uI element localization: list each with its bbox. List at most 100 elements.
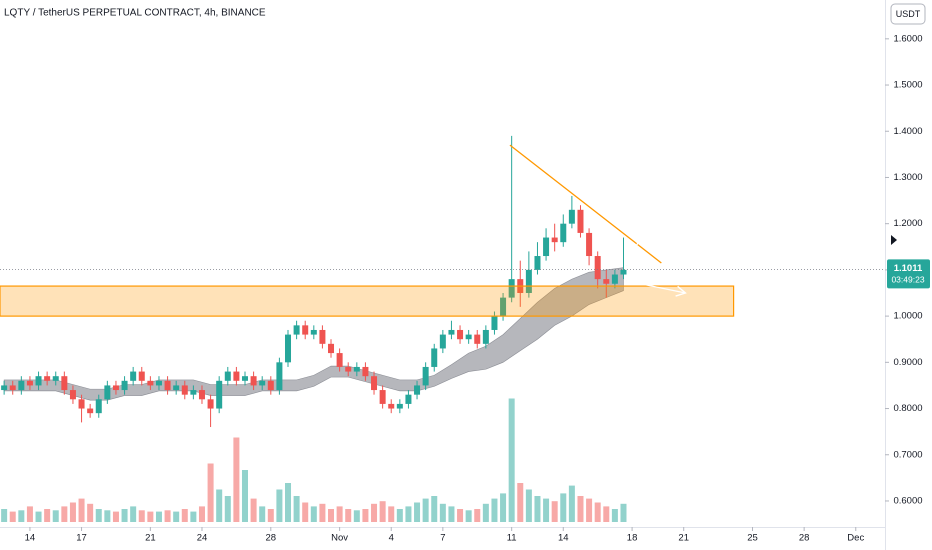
candle-body xyxy=(396,403,403,409)
candle-body xyxy=(9,385,16,391)
volume-bar xyxy=(500,493,507,522)
support-zone xyxy=(0,285,735,317)
volume-bar xyxy=(491,498,498,522)
volume-bar xyxy=(224,496,231,522)
candle-body xyxy=(198,390,205,400)
volume-bar xyxy=(551,501,558,522)
x-tick-label: 24 xyxy=(197,533,208,544)
candle-body xyxy=(482,329,489,344)
candle-body xyxy=(78,399,85,409)
x-tick-label: 4 xyxy=(389,533,394,544)
arrow-up xyxy=(626,23,746,266)
volume-bar xyxy=(474,509,481,522)
volume-bar xyxy=(611,509,618,522)
volume-bar xyxy=(336,506,343,522)
volume-layer xyxy=(1,398,627,522)
volume-bar xyxy=(78,498,85,522)
y-tick-label: 0.7000 xyxy=(893,449,922,460)
arrow-right xyxy=(626,280,687,297)
volume-bar xyxy=(534,496,541,522)
x-tick-label: Nov xyxy=(331,533,348,544)
volume-bar xyxy=(310,506,317,522)
chart-title: LQTY / TetherUS PERPETUAL CONTRACT, 4h, … xyxy=(4,8,266,19)
candle-body xyxy=(439,334,446,349)
volume-bar xyxy=(465,510,472,522)
x-tick-label: Dec xyxy=(847,533,864,544)
volume-bar xyxy=(104,510,111,522)
candle-body xyxy=(121,380,128,391)
volume-bar xyxy=(112,511,119,522)
candle-layer xyxy=(1,135,627,428)
candle-body xyxy=(422,366,429,386)
x-tick-label: 18 xyxy=(627,533,638,544)
volume-bar xyxy=(302,502,309,522)
candle-body xyxy=(448,329,455,335)
candle-body xyxy=(603,279,610,284)
candle-body xyxy=(95,399,102,414)
drawing-layer xyxy=(0,23,885,317)
candle-body xyxy=(345,366,352,372)
volume-bar xyxy=(190,511,197,522)
candle-body xyxy=(250,376,257,386)
volume-bar xyxy=(250,498,257,522)
volume-bar xyxy=(138,510,145,522)
candle-body xyxy=(1,385,8,391)
x-tick-label: 21 xyxy=(145,533,156,544)
volume-bar xyxy=(276,489,283,522)
candle-body xyxy=(87,408,94,414)
volume-bar xyxy=(353,510,360,522)
volume-bar xyxy=(362,509,369,522)
volume-bar xyxy=(577,496,584,522)
candle-body xyxy=(26,380,33,386)
last-price-box xyxy=(887,259,930,289)
volume-bar xyxy=(233,437,240,522)
candle-body xyxy=(328,343,335,354)
volume-bar xyxy=(328,509,335,522)
x-tick-label: 11 xyxy=(507,533,517,544)
volume-bar xyxy=(198,506,205,522)
volume-bar xyxy=(147,511,154,522)
volume-bar xyxy=(457,509,464,522)
trendline xyxy=(509,144,662,264)
candle-body xyxy=(293,325,300,335)
candle-body xyxy=(534,256,541,270)
candle-body xyxy=(414,385,421,395)
volume-bar xyxy=(603,506,610,522)
currency-label[interactable]: USDT xyxy=(896,9,921,19)
y-tick-label: 1.6000 xyxy=(893,33,922,44)
y-tick-label: 0.6000 xyxy=(893,495,922,506)
currency-box[interactable] xyxy=(890,3,926,25)
candle-body xyxy=(500,297,507,317)
y-tick-label: 0.9000 xyxy=(893,357,922,368)
volume-bar xyxy=(293,496,300,522)
candle-body xyxy=(130,371,137,381)
volume-bar xyxy=(431,496,438,522)
candle-body xyxy=(112,385,119,391)
candle-body xyxy=(173,385,180,391)
volume-bar xyxy=(517,483,524,522)
candle-body xyxy=(543,237,550,257)
volume-bar xyxy=(155,511,162,522)
volume-bar xyxy=(61,506,68,522)
candle-body xyxy=(302,325,309,335)
candle-body xyxy=(551,237,558,243)
y-tick-label: 1.4000 xyxy=(893,126,922,137)
y-tick-label: 1.5000 xyxy=(893,80,922,91)
x-tick-label: 28 xyxy=(266,533,277,544)
candle-body xyxy=(233,371,240,381)
candle-body xyxy=(405,394,412,404)
volume-bar xyxy=(1,509,8,522)
volume-bar xyxy=(371,503,378,522)
x-tick-label: 17 xyxy=(76,533,87,544)
volume-bar xyxy=(345,509,352,522)
y-tick-label: 1.2000 xyxy=(893,218,922,229)
volume-bar xyxy=(379,501,386,522)
candle-body xyxy=(474,334,481,344)
volume-bar xyxy=(439,503,446,522)
candle-body xyxy=(18,380,25,391)
candle-body xyxy=(35,376,42,386)
x-tick-label: 7 xyxy=(440,533,445,544)
candle-body xyxy=(224,371,231,381)
